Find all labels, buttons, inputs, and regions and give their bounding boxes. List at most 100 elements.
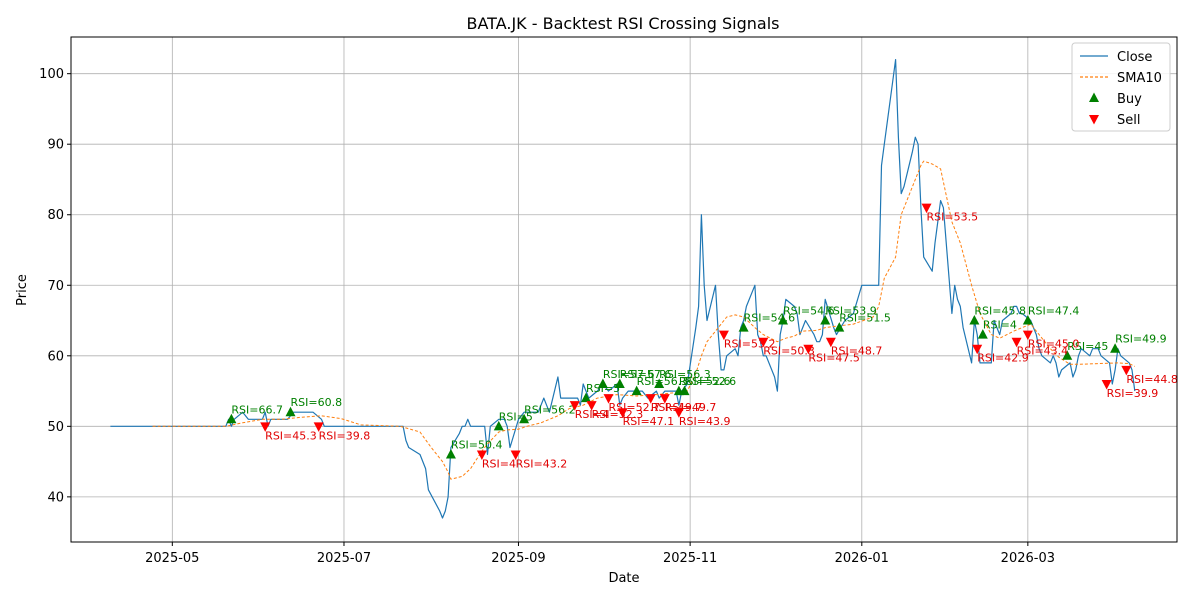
sell-annotation: RSI=42.9 [977,352,1029,365]
buy-annotation: RSI=47.4 [1028,305,1080,318]
buy-annotation: RSI=54.6 [783,305,835,318]
sell-annotation: RSI=50.3 [763,345,815,358]
sell-marker [659,394,670,404]
buy-marker [285,406,296,417]
sell-marker [758,337,769,348]
buy-annotation: RSI=56.3 [659,368,711,381]
buy-annotation: RSI=56.3 [637,375,689,388]
sell-marker [476,450,487,461]
y-tick-label: 70 [47,279,64,294]
sell-annotation: RSI=47.5 [808,352,860,365]
sell-annotation: RSI=49.7 [651,401,703,414]
sell-marker [825,337,836,348]
sell-annotation: RSI=47.1 [623,415,675,428]
buy-annotation: RSI=60.8 [291,396,343,409]
buy-marker [519,413,530,424]
series-line-close [110,58,1136,519]
sell-marker [972,344,983,355]
buy-annotation: RSI=52.6 [685,375,737,388]
plot-area: RSI=66.7RSI=60.8RSI=50.4RSI=5RSI=56.2RSI… [110,58,1178,519]
sell-annotation: RSI=4 [482,458,516,471]
buy-annotation: RSI=57.6 [603,368,655,381]
buy-marker [820,315,831,325]
sell-marker [569,401,580,411]
legend-label: SMA10 [1117,71,1162,86]
sell-annotation: RSI=45.0 [1028,338,1080,351]
buy-marker [493,420,504,431]
sell-marker [1101,380,1112,390]
buy-annotation: RSI=49.9 [1115,333,1167,346]
sell-marker [921,203,932,214]
buy-annotation: RSI=56.2 [524,403,576,416]
buy-annotation: RSI=45 [1067,340,1108,353]
x-tick-label: 2025-07 [317,551,371,566]
sell-marker [510,450,521,461]
legend-label: Sell [1117,113,1140,128]
buy-marker [581,392,592,403]
sell-marker [1022,330,1033,341]
buy-marker [679,385,690,396]
plot-frame [70,36,1178,543]
buy-annotation: RSI=52.6 [679,375,731,388]
y-tick-label: 50 [47,420,64,435]
legend-box [1071,42,1171,132]
sell-annotation: RSI=49.7 [665,401,717,414]
sell-marker [260,422,271,432]
sell-marker [603,394,614,404]
sell-annotation: RSI=4 [575,408,609,421]
sell-annotation: RSI=39.8 [319,429,371,442]
y-tick-label: 40 [47,490,64,505]
y-tick-label: 60 [47,349,64,364]
sell-marker [617,408,628,418]
sell-marker [586,401,597,411]
buy-marker [631,385,642,396]
buy-marker [977,329,988,339]
buy-annotation: RSI=50.4 [451,439,503,452]
sell-marker [645,394,656,404]
sell-annotation: RSI=43.2 [516,458,568,471]
y-tick-label: 90 [47,138,64,153]
buy-marker [597,378,608,389]
y-axis: 40 50 60 70 80 90 100 [39,67,71,505]
sell-annotation: RSI=48.7 [831,345,883,358]
sell-annotation: RSI=44.8 [1126,373,1178,386]
buy-annotation: RSI=4 [983,319,1017,332]
sell-annotation: RSI=39.9 [1107,387,1159,400]
x-axis-label: Date [608,571,639,586]
legend-label: Close [1117,50,1152,65]
sell-annotation: RSI=53.5 [927,211,979,224]
legend: Close SMA10 Buy Sell [1071,42,1171,132]
sell-marker [1121,365,1132,376]
x-tick-label: 2025-05 [145,551,199,566]
x-tick-label: 2026-01 [835,551,889,566]
sell-annotation: RSI=52.3 [592,408,644,421]
buy-marker [614,378,625,389]
buy-marker [834,322,845,332]
buy-annotation: RSI=51.5 [839,312,891,325]
buy-marker [1062,350,1073,360]
buy-annotation: RSI=57.6 [620,368,672,381]
x-axis: 2025-05 2025-07 2025-09 2025-11 2026-01 2026-… [145,542,1055,566]
y-tick-label: 100 [39,67,64,82]
buy-annotation: RSI=5 [586,382,620,395]
x-tick-label: 2025-09 [491,551,545,566]
sell-marker [313,422,324,432]
buy-marker [738,322,749,332]
buy-marker [226,413,237,424]
y-tick-label: 80 [47,208,64,223]
buy-annotation: RSI=66.7 [231,403,283,416]
legend-swatch [1089,115,1099,125]
buy-marker [1022,315,1033,325]
buy-marker [654,378,665,389]
sell-annotation: RSI=43.4 [1017,345,1069,358]
sell-marker [1011,337,1022,348]
y-axis-label: Price [15,274,30,306]
series-line-sma10 [152,160,1136,480]
sell-marker [803,344,814,355]
sell-annotation: RSI=43.9 [679,415,731,428]
legend-swatch [1089,92,1099,102]
chart-title: BATA.JK - Backtest RSI Crossing Signals [466,14,779,33]
buy-annotation: RSI=45.8 [974,305,1026,318]
